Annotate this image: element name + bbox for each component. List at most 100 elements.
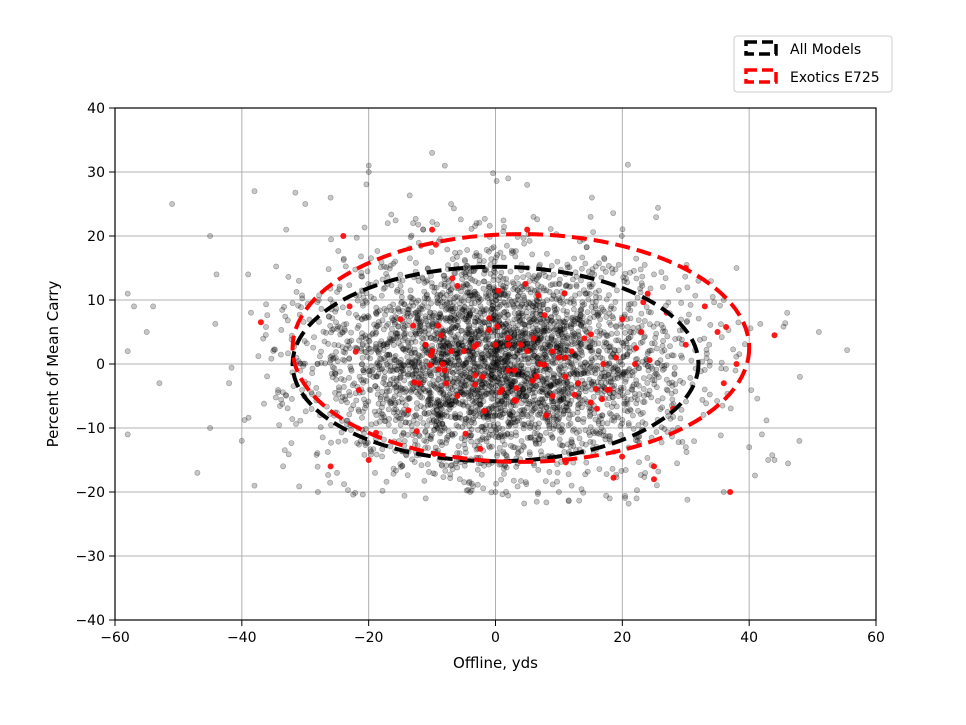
all-models-point <box>530 213 537 220</box>
all-models-point <box>393 467 399 474</box>
all-models-point <box>372 383 378 389</box>
all-models-point <box>332 389 338 396</box>
all-models-point <box>405 318 412 325</box>
all-models-point <box>462 445 469 452</box>
all-models-point <box>570 276 576 283</box>
all-models-point <box>634 396 641 403</box>
all-models-point <box>561 449 568 455</box>
all-models-point <box>362 335 369 342</box>
all-models-point <box>451 333 458 340</box>
all-models-point <box>651 372 658 378</box>
all-models-point <box>682 444 689 451</box>
all-models-point <box>706 341 713 348</box>
all-models-point <box>489 299 496 306</box>
exotics-e725-point <box>494 323 501 330</box>
all-models-point <box>562 385 569 391</box>
exotics-e725-point <box>619 316 626 323</box>
all-models-point <box>487 261 494 268</box>
all-models-point <box>543 389 549 396</box>
all-models-point <box>538 345 544 351</box>
all-models-point <box>400 430 407 437</box>
all-models-point <box>687 301 694 308</box>
all-models-point <box>457 216 464 223</box>
all-models-point <box>401 331 407 337</box>
all-models-point <box>536 381 543 388</box>
all-models-point <box>264 312 271 319</box>
all-models-point <box>597 327 604 334</box>
all-models-point <box>374 391 381 398</box>
all-models-point <box>514 274 520 281</box>
all-models-point <box>410 385 417 392</box>
all-models-point <box>377 345 383 352</box>
all-models-point <box>754 395 761 402</box>
all-models-point <box>575 328 582 335</box>
all-models-point <box>466 310 473 317</box>
all-models-point <box>283 226 290 233</box>
all-models-point <box>418 389 424 395</box>
all-models-point <box>488 256 495 262</box>
all-models-point <box>447 299 453 306</box>
all-models-point <box>483 346 490 352</box>
all-models-point <box>546 274 552 281</box>
all-models-point <box>519 312 526 319</box>
all-models-point <box>520 274 526 280</box>
all-models-point <box>439 290 446 296</box>
all-models-point <box>169 201 175 207</box>
all-models-point <box>538 320 545 327</box>
all-models-point <box>586 429 592 436</box>
all-models-point <box>572 315 579 322</box>
all-models-point <box>604 401 611 408</box>
all-models-point <box>402 419 409 426</box>
all-models-point <box>405 310 411 316</box>
all-models-point <box>578 318 584 324</box>
all-models-point <box>302 201 309 207</box>
all-models-point <box>562 365 569 371</box>
all-models-point <box>345 342 351 349</box>
all-models-point <box>624 323 631 330</box>
all-models-point <box>683 449 690 455</box>
all-models-point <box>512 298 518 304</box>
all-models-point <box>486 283 492 290</box>
all-models-point <box>507 442 514 449</box>
all-models-point <box>501 292 507 299</box>
all-models-point <box>524 340 531 347</box>
all-models-point <box>416 363 423 370</box>
all-models-point <box>537 433 544 439</box>
exotics-e725-point <box>477 445 484 452</box>
all-models-point <box>464 357 471 363</box>
all-models-point <box>455 399 462 406</box>
all-models-point <box>377 264 384 271</box>
all-models-point <box>392 329 399 336</box>
all-models-point <box>455 414 462 421</box>
all-models-point <box>404 337 411 344</box>
all-models-point <box>588 363 595 370</box>
exotics-e725-point <box>587 399 594 406</box>
all-models-point <box>295 277 302 284</box>
all-models-point <box>418 361 425 368</box>
all-models-point <box>796 437 803 444</box>
all-models-point <box>500 254 507 261</box>
all-models-point <box>521 500 528 507</box>
all-models-point <box>653 330 660 337</box>
all-models-point <box>300 360 307 367</box>
all-models-point <box>463 318 470 325</box>
exotics-e725-point <box>588 331 594 338</box>
all-models-point <box>625 161 631 168</box>
all-models-point <box>605 262 612 269</box>
all-models-point <box>346 411 353 418</box>
all-models-point <box>437 297 443 304</box>
all-models-point <box>362 425 369 432</box>
exotics-e725-point <box>513 385 520 392</box>
all-models-point <box>560 300 567 307</box>
all-models-point <box>505 175 512 182</box>
all-models-point <box>506 296 513 303</box>
all-models-point <box>401 438 408 444</box>
all-models-point <box>346 282 353 288</box>
all-models-point <box>606 310 613 317</box>
all-models-point <box>441 162 448 169</box>
all-models-point <box>608 330 615 337</box>
all-models-point <box>471 360 478 366</box>
all-models-point <box>374 308 381 315</box>
all-models-point <box>520 235 527 241</box>
all-models-point <box>448 201 454 207</box>
